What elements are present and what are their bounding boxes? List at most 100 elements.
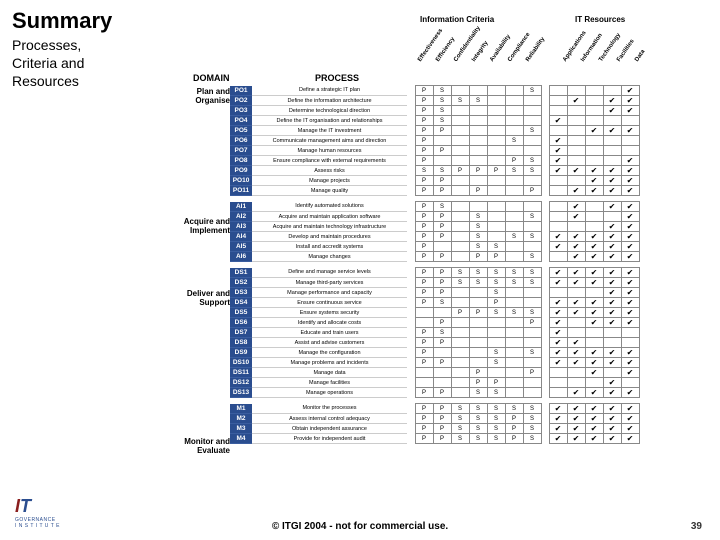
table-row: M1Monitor the processesPPSSSSS✔✔✔✔✔ — [230, 404, 639, 414]
criteria-cell — [451, 348, 469, 358]
criteria-cell: P — [433, 338, 451, 348]
process-name: Monitor the processes — [252, 404, 407, 414]
resource-cell: ✔ — [603, 348, 621, 358]
process-code: AI4 — [230, 232, 252, 242]
criteria-cell — [451, 378, 469, 388]
criteria-cell: P — [433, 232, 451, 242]
process-name: Identify automated solutions — [252, 202, 407, 212]
process-code: AI6 — [230, 252, 252, 262]
criteria-cell: P — [415, 358, 433, 368]
criteria-cell — [505, 328, 523, 338]
criteria-cell: S — [433, 166, 451, 176]
criteria-cell — [433, 368, 451, 378]
resource-cell: ✔ — [549, 414, 567, 424]
criteria-cell: S — [487, 308, 505, 318]
criteria-cell — [469, 318, 487, 328]
process-name: Determine technological direction — [252, 106, 407, 116]
process-code: DS7 — [230, 328, 252, 338]
criteria-cell — [451, 186, 469, 196]
resource-cell — [603, 146, 621, 156]
table-row: DS6Identify and allocate costsPP✔✔✔✔ — [230, 318, 639, 328]
criteria-cell: P — [415, 404, 433, 414]
process-code: DS12 — [230, 378, 252, 388]
resource-cell: ✔ — [585, 348, 603, 358]
criteria-cell — [505, 202, 523, 212]
resource-cell: ✔ — [549, 136, 567, 146]
criteria-cell: P — [433, 424, 451, 434]
resource-cell: ✔ — [621, 278, 639, 288]
process-code: PO10 — [230, 176, 252, 186]
criteria-cell: S — [505, 308, 523, 318]
resource-cell — [567, 116, 585, 126]
process-name: Educate and train users — [252, 328, 407, 338]
process-code: DS6 — [230, 318, 252, 328]
criteria-cell: S — [451, 404, 469, 414]
criteria-cell: S — [469, 268, 487, 278]
resource-cell: ✔ — [549, 338, 567, 348]
process-name: Manage third-party services — [252, 278, 407, 288]
resource-cell: ✔ — [567, 252, 585, 262]
resource-cell: ✔ — [621, 96, 639, 106]
criteria-cell — [487, 328, 505, 338]
process-code: DS4 — [230, 298, 252, 308]
criteria-cell: S — [451, 434, 469, 444]
criteria-cell: S — [523, 434, 541, 444]
criteria-cell — [469, 146, 487, 156]
resource-cell: ✔ — [603, 298, 621, 308]
resource-cell: ✔ — [585, 166, 603, 176]
criteria-cell: S — [433, 298, 451, 308]
process-name: Ensure continuous service — [252, 298, 407, 308]
criteria-cell — [505, 358, 523, 368]
criteria-cell: S — [487, 434, 505, 444]
criteria-cell: S — [487, 288, 505, 298]
criteria-cell: P — [415, 126, 433, 136]
criteria-cell — [469, 298, 487, 308]
criteria-cell — [523, 242, 541, 252]
table-row: DS1Define and manage service levelsPPSSS… — [230, 268, 639, 278]
resource-cell: ✔ — [603, 252, 621, 262]
criteria-cell: P — [415, 278, 433, 288]
criteria-cell — [469, 116, 487, 126]
criteria-cell: S — [523, 268, 541, 278]
criteria-cell: S — [523, 404, 541, 414]
criteria-cell — [487, 232, 505, 242]
resource-cell: ✔ — [621, 424, 639, 434]
criteria-cell: P — [433, 318, 451, 328]
table-row: M4Provide for independent auditPPSSSPS✔✔… — [230, 434, 639, 444]
criteria-cell: S — [469, 388, 487, 398]
criteria-cell: P — [433, 186, 451, 196]
criteria-cell — [451, 86, 469, 96]
table-row: PO4Define the IT organisation and relati… — [230, 116, 639, 126]
criteria-cell: S — [451, 96, 469, 106]
resource-cell: ✔ — [549, 308, 567, 318]
criteria-cell — [505, 222, 523, 232]
resource-cell: ✔ — [567, 424, 585, 434]
resource-cell: ✔ — [621, 202, 639, 212]
process-code: M4 — [230, 434, 252, 444]
table-row: DS12Manage facilitiesPP✔ — [230, 378, 639, 388]
table-row: DS13Manage operationsPPSS✔✔✔✔ — [230, 388, 639, 398]
resource-cell: ✔ — [549, 166, 567, 176]
process-name: Ensure compliance with external requirem… — [252, 156, 407, 166]
criteria-cell: P — [487, 378, 505, 388]
process-code: PO7 — [230, 146, 252, 156]
table-row: DS2Manage third-party servicesPPSSSSS✔✔✔… — [230, 278, 639, 288]
resource-cell: ✔ — [621, 288, 639, 298]
process-code: AI1 — [230, 202, 252, 212]
resource-cell: ✔ — [585, 318, 603, 328]
table-row: M2Assess internal control adequacyPPSSSP… — [230, 414, 639, 424]
resource-cell — [603, 86, 621, 96]
resource-cell: ✔ — [621, 176, 639, 186]
resource-cell: ✔ — [603, 308, 621, 318]
process-code: AI5 — [230, 242, 252, 252]
resource-cell: ✔ — [549, 328, 567, 338]
criteria-cell: S — [469, 278, 487, 288]
process-code: DS1 — [230, 268, 252, 278]
resource-cell: ✔ — [603, 288, 621, 298]
criteria-cell: P — [523, 368, 541, 378]
criteria-cell — [451, 288, 469, 298]
criteria-cell: P — [523, 186, 541, 196]
criteria-cell: S — [469, 404, 487, 414]
criteria-cell: S — [487, 348, 505, 358]
page-number: 39 — [691, 521, 702, 532]
